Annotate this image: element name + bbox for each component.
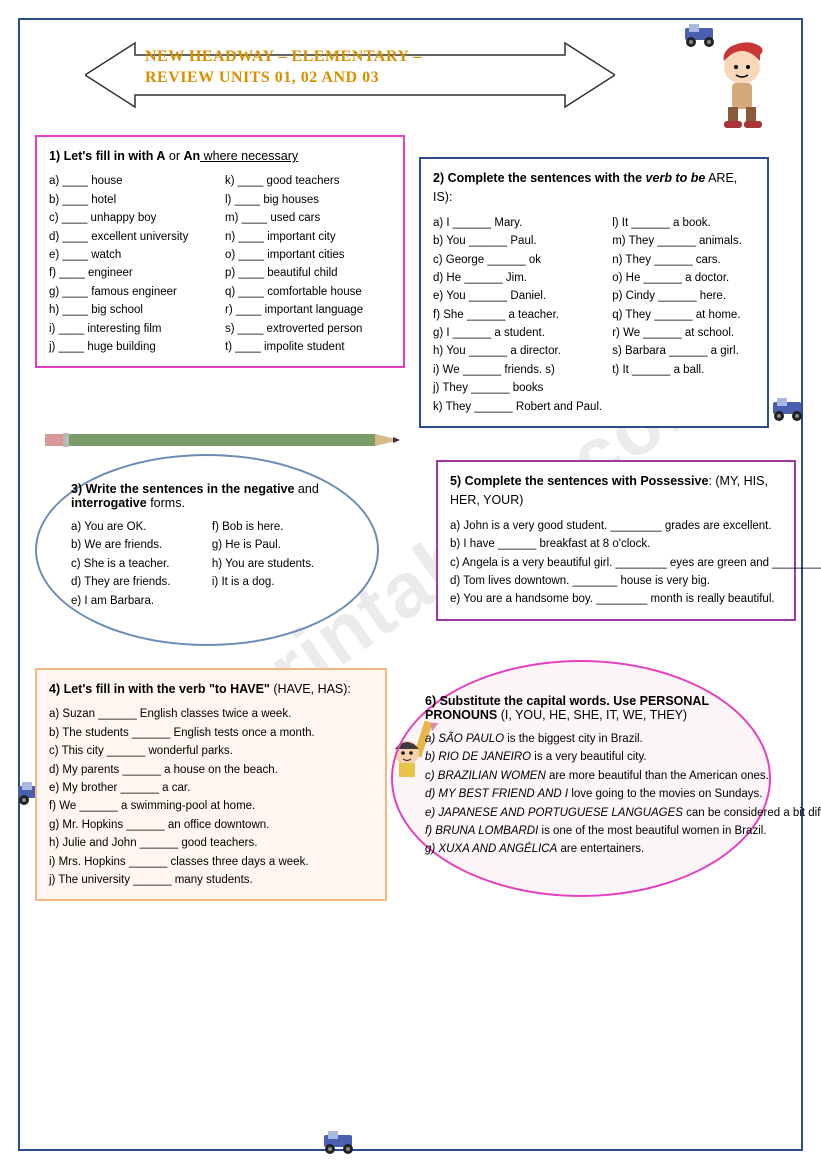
list-item: s) ____ extroverted person (225, 320, 391, 338)
list-item: c) Angela is a very beautiful girl. ____… (450, 554, 782, 572)
list-item: c) BRAZILIAN WOMEN are more beautiful th… (425, 767, 737, 785)
list-item: b) I have ______ breakfast at 8 o'clock. (450, 535, 782, 553)
list-item: g) I ______ a student. (433, 324, 602, 342)
list-item: p) ____ beautiful child (225, 264, 391, 282)
list-item: b) The students ______ English tests onc… (49, 724, 373, 742)
list-item: c) ____ unhappy boy (49, 209, 215, 227)
q1-title: 1) Let's fill in with A or An where nece… (49, 147, 391, 166)
list-item: t) ____ impolite student (225, 338, 391, 356)
boy-cartoon-icon (706, 37, 784, 129)
list-item: i) ____ interesting film (49, 320, 215, 338)
list-item: e) You are a handsome boy. ________ mont… (450, 590, 782, 608)
list-item: d) ____ excellent university (49, 228, 215, 246)
list-item: i) We ______ friends. s) (433, 361, 602, 379)
list-item: o) ____ important cities (225, 246, 391, 264)
list-item: d) They are friends. (71, 573, 202, 591)
list-item: p) Cindy ______ here. (612, 287, 755, 305)
list-item: f) We ______ a swimming-pool at home. (49, 797, 373, 815)
list-item: f) She ______ a teacher. (433, 306, 602, 324)
list-item: l) It ______ a book. (612, 214, 755, 232)
list-item: d) MY BEST FRIEND AND I love going to th… (425, 785, 737, 803)
list-item: g) XUXA AND ANGÉLICA are entertainers. (425, 840, 737, 858)
list-item: a) ____ house (49, 172, 215, 190)
q2-title: 2) Complete the sentences with the verb … (433, 169, 755, 208)
list-item: k) ____ good teachers (225, 172, 391, 190)
list-item: g) Mr. Hopkins ______ an office downtown… (49, 816, 373, 834)
list-item: g) ____ famous engineer (49, 283, 215, 301)
question-3-box: 3) Write the sentences in the negative a… (45, 460, 369, 640)
list-item: l) ____ big houses (225, 191, 391, 209)
list-item: c) She is a teacher. (71, 555, 202, 573)
list-item: a) Suzan ______ English classes twice a … (49, 705, 373, 723)
list-item: h) ____ big school (49, 301, 215, 319)
list-item: h) Julie and John ______ good teachers. (49, 834, 373, 852)
list-item: e) My brother ______ a car. (49, 779, 373, 797)
pencil-icon (35, 430, 786, 448)
list-item: n) ____ important city (225, 228, 391, 246)
list-item: q) They ______ at home. (612, 306, 755, 324)
worksheet-title: NEW HEADWAY – ELEMENTARY –REVIEW UNITS 0… (145, 47, 545, 89)
list-item: i) Mrs. Hopkins ______ classes three day… (49, 853, 373, 871)
list-item: h) You are students. (212, 555, 343, 573)
list-item: t) It ______ a ball. (612, 361, 755, 379)
q3-title: 3) Write the sentences in the negative a… (71, 482, 343, 510)
list-item: q) ____ comfortable house (225, 283, 391, 301)
list-item: g) He is Paul. (212, 536, 343, 554)
header: NEW HEADWAY – ELEMENTARY –REVIEW UNITS 0… (65, 35, 776, 123)
list-item: d) He ______ Jim. (433, 269, 602, 287)
list-item: b) ____ hotel (49, 191, 215, 209)
question-5-box: 5) Complete the sentences with Possessiv… (436, 460, 796, 621)
list-item: f) ____ engineer (49, 264, 215, 282)
list-item: a) SÃO PAULO is the biggest city in Braz… (425, 730, 737, 748)
list-item: n) They ______ cars. (612, 251, 755, 269)
list-item: a) John is a very good student. ________… (450, 517, 782, 535)
list-item: d) My parents ______ a house on the beac… (49, 761, 373, 779)
list-item: e) You ______ Daniel. (433, 287, 602, 305)
list-item: b) RIO DE JANEIRO is a very beautiful ci… (425, 748, 737, 766)
list-item: r) We ______ at school. (612, 324, 755, 342)
list-item: b) You ______ Paul. (433, 232, 602, 250)
list-item: c) George ______ ok (433, 251, 602, 269)
list-item: j) The university ______ many students. (49, 871, 373, 889)
list-item: f) Bob is here. (212, 518, 343, 536)
list-item: b) We are friends. (71, 536, 202, 554)
list-item: a) I ______ Mary. (433, 214, 602, 232)
list-item: k) They ______ Robert and Paul. (433, 398, 602, 416)
list-item: e) I am Barbara. (71, 592, 202, 610)
question-2-box: 2) Complete the sentences with the verb … (419, 157, 769, 428)
list-item: j) They ______ books (433, 379, 602, 397)
q5-title: 5) Complete the sentences with Possessiv… (450, 472, 782, 511)
list-item: j) ____ huge building (49, 338, 215, 356)
list-item: e) ____ watch (49, 246, 215, 264)
list-item: o) He ______ a doctor. (612, 269, 755, 287)
q4-title: 4) Let's fill in with the verb "to HAVE"… (49, 680, 373, 699)
question-6-box: 6) Substitute the capital words. Use PER… (401, 674, 761, 889)
list-item: r) ____ important language (225, 301, 391, 319)
list-item: e) JAPANESE AND PORTUGUESE LANGUAGES can… (425, 804, 737, 822)
question-1-box: 1) Let's fill in with A or An where nece… (35, 135, 405, 368)
list-item: f) BRUNA LOMBARDI is one of the most bea… (425, 822, 737, 840)
q6-title: 6) Substitute the capital words. Use PER… (425, 694, 737, 722)
question-4-box: 4) Let's fill in with the verb "to HAVE"… (35, 668, 387, 901)
list-item: c) This city ______ wonderful parks. (49, 742, 373, 760)
list-item: m) They ______ animals. (612, 232, 755, 250)
list-item: m) ____ used cars (225, 209, 391, 227)
list-item: i) It is a dog. (212, 573, 343, 591)
list-item: s) Barbara ______ a girl. (612, 342, 755, 360)
list-item: d) Tom lives downtown. _______ house is … (450, 572, 782, 590)
list-item: h) You ______ a director. (433, 342, 602, 360)
jeep-icon (320, 1129, 360, 1155)
list-item: a) You are OK. (71, 518, 202, 536)
